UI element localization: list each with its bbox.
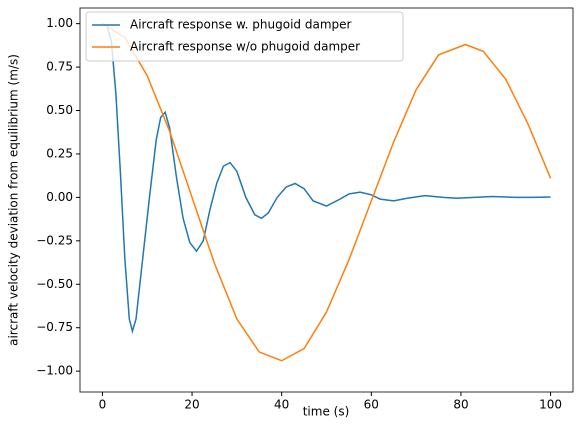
y-tick-label: 1.00: [46, 16, 73, 30]
x-axis-label: time (s): [303, 405, 350, 419]
y-axis-label: aircraft velocity deviation from equilib…: [7, 54, 21, 346]
y-tick-label: 0.00: [46, 190, 73, 204]
x-tick-label: 60: [364, 398, 379, 412]
legend-box: [85, 11, 404, 62]
x-tick-label: 20: [184, 398, 199, 412]
legend-label: Aircraft response w/o phugoid damper: [130, 40, 360, 54]
x-tick-label: 0: [99, 398, 107, 412]
y-tick-label: −0.50: [36, 277, 73, 291]
y-tick-label: 0.25: [46, 146, 73, 160]
y-tick-label: 0.75: [46, 60, 73, 74]
x-tick-label: 80: [453, 398, 468, 412]
y-tick-label: −0.25: [36, 233, 73, 247]
x-tick-label: 40: [274, 398, 289, 412]
data-line: [102, 23, 552, 362]
y-tick-label: −0.75: [36, 320, 73, 334]
data-line: [102, 22, 551, 335]
legend-label: Aircraft response w. phugoid damper: [130, 18, 352, 32]
y-tick-label: −1.00: [36, 364, 73, 378]
plot-frame: [79, 7, 574, 393]
x-tick-label: 100: [539, 398, 562, 412]
y-tick-label: 0.50: [46, 103, 73, 117]
